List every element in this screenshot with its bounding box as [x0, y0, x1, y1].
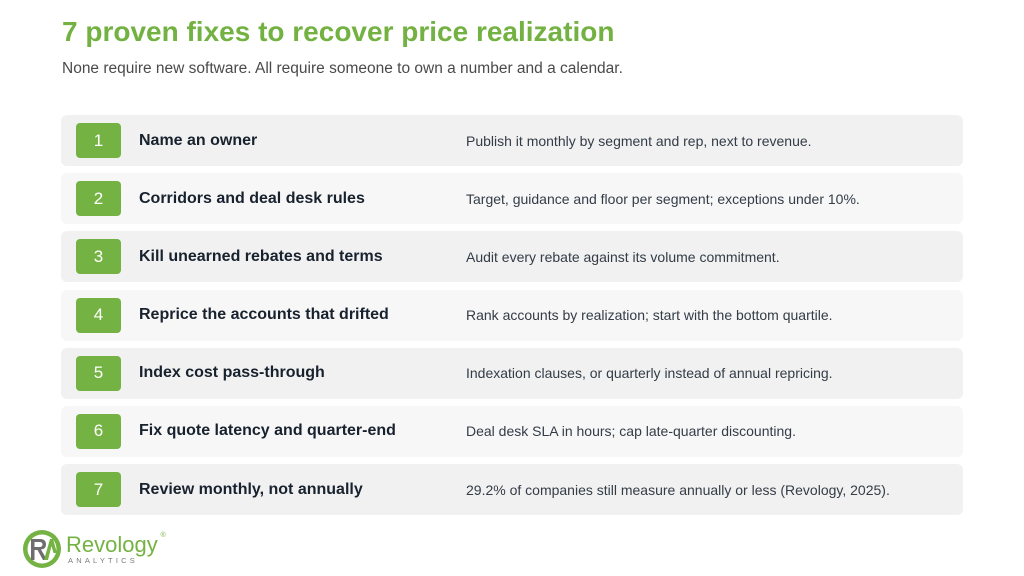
fix-row-2: 2 Corridors and deal desk rules Target, …: [61, 173, 963, 225]
slide-subtitle: None require new software. All require s…: [62, 60, 623, 77]
fix-detail: Rank accounts by realization; start with…: [466, 307, 833, 324]
fix-row-4: 4 Reprice the accounts that drifted Rank…: [61, 289, 963, 341]
fix-number-badge: 4: [76, 297, 121, 333]
fixes-list: 1 Name an owner Publish it monthly by se…: [61, 115, 963, 522]
logo-tagline: ANALYTICS: [68, 555, 138, 565]
fix-detail: Deal desk SLA in hours; cap late-quarter…: [466, 423, 796, 440]
fix-title: Corridors and deal desk rules: [139, 189, 365, 207]
fix-number-badge: 1: [76, 123, 121, 158]
fix-number-badge: 6: [76, 413, 121, 449]
fix-row-5: 5 Index cost pass-through Indexation cla…: [61, 347, 963, 399]
fix-detail: 29.2% of companies still measure annuall…: [466, 481, 890, 498]
fix-row-6: 6 Fix quote latency and quarter-end Deal…: [61, 405, 963, 457]
fix-detail: Target, guidance and floor per segment; …: [466, 190, 860, 207]
fix-title: Fix quote latency and quarter-end: [139, 422, 396, 440]
registered-mark: ®: [160, 531, 166, 539]
fix-number-badge: 7: [76, 472, 121, 508]
fix-number-badge: 5: [76, 355, 121, 391]
slide-title: 7 proven fixes to recover price realizat…: [62, 16, 615, 47]
fix-number-badge: 3: [76, 239, 121, 275]
fix-title: Kill unearned rebates and terms: [139, 247, 383, 265]
fix-row-1: 1 Name an owner Publish it monthly by se…: [61, 115, 963, 166]
fix-row-7: 7 Review monthly, not annually 29.2% of …: [61, 464, 963, 516]
revology-logo: Revology ® ANALYTICS: [22, 528, 166, 570]
fix-title: Index cost pass-through: [139, 364, 325, 382]
fix-number-badge: 2: [76, 181, 121, 217]
fix-row-3: 3 Kill unearned rebates and terms Audit …: [61, 231, 963, 283]
fix-detail: Audit every rebate against its volume co…: [466, 248, 780, 265]
fix-title: Review monthly, not annually: [139, 480, 363, 498]
fix-detail: Publish it monthly by segment and rep, n…: [466, 132, 812, 149]
ra-logo-mark-icon: [23, 530, 61, 568]
fix-title: Reprice the accounts that drifted: [139, 306, 389, 324]
fix-title: Name an owner: [139, 131, 258, 149]
logo-name: Revology: [66, 531, 158, 557]
fix-detail: Indexation clauses, or quarterly instead…: [466, 365, 833, 382]
